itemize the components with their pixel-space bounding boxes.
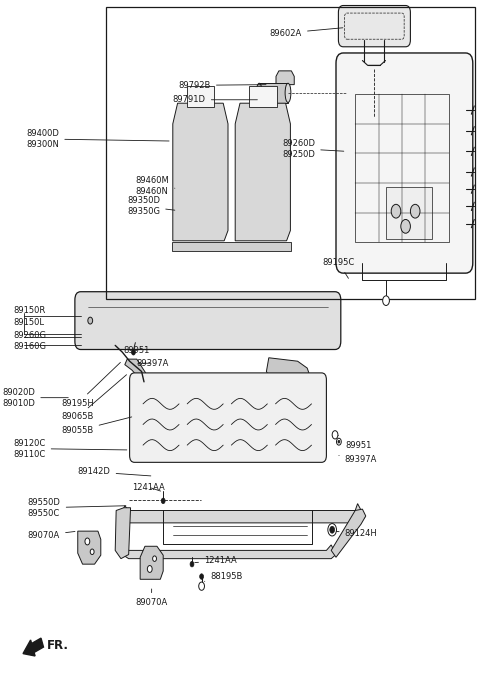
Polygon shape	[187, 86, 214, 107]
Polygon shape	[120, 504, 365, 523]
Polygon shape	[122, 545, 336, 559]
FancyBboxPatch shape	[75, 292, 341, 350]
Text: 1241AA: 1241AA	[195, 556, 237, 566]
Text: 89065B: 89065B	[61, 375, 127, 422]
Ellipse shape	[256, 83, 262, 103]
FancyBboxPatch shape	[338, 6, 410, 47]
Bar	[355, 94, 449, 242]
Text: 89260G
89160G: 89260G 89160G	[13, 331, 47, 352]
Text: 89550D
89550C: 89550D 89550C	[28, 497, 126, 518]
Polygon shape	[115, 508, 131, 559]
Circle shape	[190, 561, 194, 567]
Polygon shape	[235, 103, 290, 241]
Circle shape	[132, 350, 135, 355]
Text: 1241AA: 1241AA	[132, 482, 165, 492]
Circle shape	[147, 566, 152, 572]
Text: 89951: 89951	[339, 440, 372, 451]
FancyBboxPatch shape	[336, 53, 473, 273]
Text: FR.: FR.	[47, 639, 69, 652]
Polygon shape	[140, 546, 163, 579]
Polygon shape	[259, 83, 288, 103]
Text: 89195H: 89195H	[61, 363, 120, 408]
Polygon shape	[125, 359, 154, 391]
Polygon shape	[144, 396, 168, 407]
Circle shape	[332, 431, 338, 439]
Text: 89397A: 89397A	[339, 455, 377, 464]
Text: 89142D: 89142D	[78, 467, 151, 477]
Text: 89150R
89150L: 89150R 89150L	[13, 306, 46, 327]
Text: 89020D
89010D: 89020D 89010D	[2, 387, 68, 408]
Bar	[106, 7, 475, 299]
Circle shape	[161, 498, 165, 504]
Circle shape	[383, 296, 389, 305]
Bar	[386, 187, 432, 239]
Circle shape	[401, 219, 410, 233]
Ellipse shape	[285, 83, 291, 103]
Circle shape	[200, 574, 204, 579]
Circle shape	[330, 526, 335, 533]
Text: 88195B: 88195B	[204, 572, 242, 581]
Text: 89120C
89110C: 89120C 89110C	[13, 438, 127, 459]
Polygon shape	[249, 86, 276, 107]
Text: 89397A: 89397A	[137, 358, 169, 368]
Text: 89070A: 89070A	[28, 530, 75, 540]
Circle shape	[391, 204, 401, 218]
Text: 89260D
89250D: 89260D 89250D	[282, 138, 344, 159]
Polygon shape	[137, 377, 150, 391]
Polygon shape	[276, 71, 294, 85]
Polygon shape	[78, 531, 101, 564]
Text: 89951: 89951	[124, 346, 150, 356]
Circle shape	[88, 317, 93, 324]
Text: 89792B: 89792B	[179, 80, 266, 90]
Text: 89070A: 89070A	[135, 589, 168, 608]
Text: 89400D
89300N: 89400D 89300N	[26, 129, 169, 149]
Circle shape	[338, 440, 340, 443]
Text: 89460M
89460N: 89460M 89460N	[135, 175, 175, 196]
Circle shape	[410, 204, 420, 218]
Text: 89195C: 89195C	[323, 258, 355, 279]
Text: 89350D
89350G: 89350D 89350G	[127, 196, 175, 217]
Circle shape	[153, 556, 156, 561]
Text: 89055B: 89055B	[61, 417, 132, 436]
Circle shape	[336, 438, 341, 445]
Text: 89124H: 89124H	[336, 529, 377, 539]
Text: 89791D: 89791D	[173, 95, 257, 105]
FancyArrow shape	[23, 638, 44, 656]
Polygon shape	[172, 242, 291, 251]
Polygon shape	[331, 509, 366, 557]
Circle shape	[90, 549, 94, 555]
Circle shape	[85, 538, 90, 545]
Polygon shape	[266, 358, 312, 392]
Text: 89602A: 89602A	[270, 28, 343, 38]
Circle shape	[199, 582, 204, 590]
FancyBboxPatch shape	[130, 373, 326, 462]
Polygon shape	[286, 407, 319, 430]
Polygon shape	[173, 103, 228, 241]
